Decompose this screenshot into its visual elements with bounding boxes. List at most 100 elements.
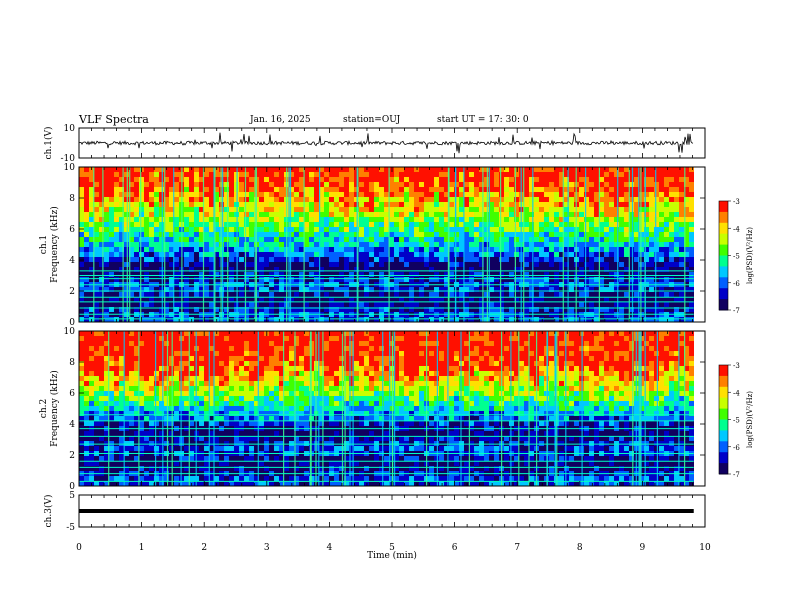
spectrogram-cell: [154, 381, 159, 386]
spectrogram-cell: [539, 302, 544, 307]
spectrogram-cell: [209, 297, 214, 302]
spectrogram-cell: [279, 307, 284, 312]
spectrogram-cell: [614, 267, 619, 272]
spectrogram-cell: [409, 272, 414, 277]
spectrogram-cell: [89, 207, 94, 212]
spectrogram-cell: [549, 317, 554, 322]
spectrogram-cell: [274, 192, 279, 197]
spectrogram-cell: [614, 277, 619, 282]
spectrogram-cell: [624, 182, 629, 187]
spectrogram-cell: [379, 172, 384, 177]
spectrogram-cell: [394, 217, 399, 222]
spectrogram-cell: [359, 317, 364, 322]
spectrogram-cell: [134, 416, 139, 421]
spectrogram-cell: [434, 287, 439, 292]
spectrogram-cell: [569, 287, 574, 292]
spectrogram-cell: [89, 336, 94, 341]
spectrogram-cell: [144, 461, 149, 466]
spectrogram-cell: [599, 277, 604, 282]
spectrogram-cell: [204, 331, 209, 336]
spectrogram-cell: [389, 192, 394, 197]
spectrogram-cell: [294, 287, 299, 292]
spectrogram-cell: [534, 197, 539, 202]
spectrogram-cell: [674, 197, 679, 202]
spectrogram-cell: [514, 167, 519, 172]
spectrogram-cell: [129, 456, 134, 461]
spectrogram-cell: [189, 212, 194, 217]
spectrogram-cell: [174, 481, 179, 486]
spectrogram-cell: [204, 262, 209, 267]
spectrogram-cell: [334, 217, 339, 222]
spectrogram-cell: [654, 202, 659, 207]
spectrogram-cell: [619, 167, 624, 172]
spectrogram-cell: [334, 167, 339, 172]
spectrogram-cell: [124, 346, 129, 351]
spectrogram-cell: [169, 391, 174, 396]
spectrogram-cell: [644, 287, 649, 292]
spectrogram-cell: [274, 297, 279, 302]
spectrogram-cell: [124, 461, 129, 466]
spectrogram-cell: [499, 242, 504, 247]
spectrogram-cell: [129, 187, 134, 192]
spectrogram-cell: [619, 242, 624, 247]
spec1-ytick-label: 8: [69, 194, 75, 204]
spectrogram-cell: [469, 197, 474, 202]
spectrogram-cell: [644, 307, 649, 312]
spectrogram-cell: [604, 202, 609, 207]
spectrogram-cell: [609, 182, 614, 187]
spectrogram-cell: [154, 242, 159, 247]
spectrogram-cell: [304, 277, 309, 282]
spectrogram-cell: [84, 476, 89, 481]
spectrogram-cell: [334, 237, 339, 242]
spectrogram-cell: [684, 227, 689, 232]
spectrogram-cell: [199, 431, 204, 436]
spectrogram-cell: [389, 217, 394, 222]
spectrogram-cell: [149, 237, 154, 242]
spectrogram-cell: [244, 202, 249, 207]
spectrogram-cell: [374, 252, 379, 257]
spectrogram-cell: [79, 267, 84, 272]
spectrogram-cell: [344, 292, 349, 297]
spectrogram-cell: [89, 391, 94, 396]
spectrogram-cell: [659, 242, 664, 247]
spectrogram-cell: [119, 336, 124, 341]
spectrogram-cell: [109, 456, 114, 461]
spectrogram-cell: [339, 247, 344, 252]
spectrogram-cell: [379, 317, 384, 322]
spectrogram-cell: [619, 212, 624, 217]
spectrogram-cell: [154, 441, 159, 446]
spectrogram-cell: [89, 381, 94, 386]
spectrogram-cell: [144, 222, 149, 227]
spectrogram-cell: [114, 242, 119, 247]
spectrogram-cell: [524, 217, 529, 222]
spectrogram-cell: [344, 297, 349, 302]
spectrogram-cell: [89, 257, 94, 262]
spectrogram-cell: [429, 287, 434, 292]
spectrogram-cell: [424, 182, 429, 187]
spectrogram-cell: [489, 237, 494, 242]
spectrogram-cell: [554, 272, 559, 277]
spectrogram-cell: [279, 212, 284, 217]
spectrogram-cell: [439, 272, 444, 277]
spectrogram-cell: [259, 212, 264, 217]
spectrogram-cell: [249, 192, 254, 197]
spectrogram-cell: [119, 411, 124, 416]
spectrogram-cell: [264, 292, 269, 297]
spectrogram-cell: [189, 336, 194, 341]
spectrogram-cell: [689, 307, 694, 312]
spectrogram-cell: [669, 182, 674, 187]
spectrogram-cell: [479, 257, 484, 262]
spectrogram-cell: [174, 247, 179, 252]
spectrogram-cell: [84, 297, 89, 302]
spectrogram-cell: [594, 232, 599, 237]
spectrogram-cell: [199, 192, 204, 197]
spectrogram-cell: [544, 307, 549, 312]
spectrogram-cell: [414, 272, 419, 277]
spectrogram-cell: [379, 202, 384, 207]
spectrogram-cell: [584, 172, 589, 177]
spectrogram-cell: [684, 217, 689, 222]
spectrogram-cell: [119, 307, 124, 312]
spectrogram-cell: [589, 237, 594, 242]
spectrogram-cell: [439, 227, 444, 232]
spectrogram-cell: [354, 307, 359, 312]
